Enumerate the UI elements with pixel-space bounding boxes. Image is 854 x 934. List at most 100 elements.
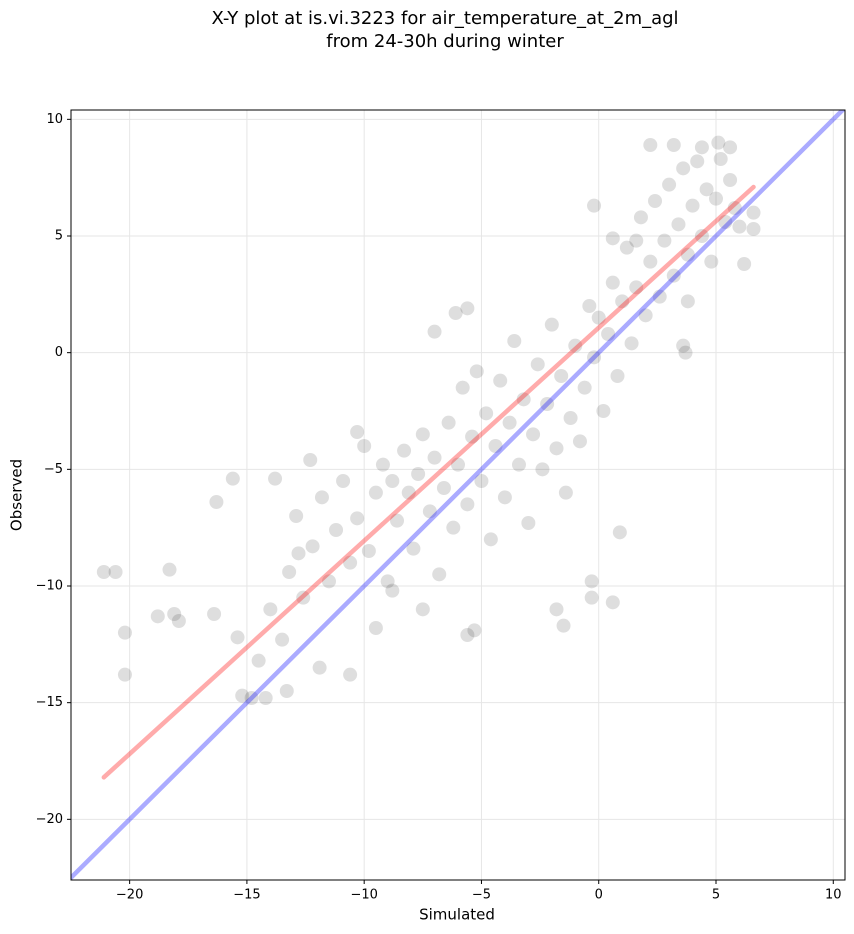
point	[507, 334, 522, 348]
point	[207, 607, 222, 621]
point	[572, 434, 587, 449]
point	[662, 177, 677, 192]
point	[380, 574, 395, 589]
point	[584, 574, 599, 589]
point	[441, 415, 456, 430]
point	[385, 583, 400, 598]
point	[289, 509, 304, 523]
x-tick-label: 5	[712, 888, 720, 903]
point	[582, 299, 597, 313]
point	[225, 471, 240, 486]
point	[368, 485, 383, 500]
point	[521, 516, 536, 530]
y-tick-label: 0	[55, 345, 63, 360]
point	[343, 555, 358, 570]
point	[648, 194, 663, 208]
point	[415, 602, 430, 617]
x-tick-label: 0	[595, 888, 603, 903]
point	[671, 217, 686, 232]
point	[303, 453, 318, 467]
point	[556, 618, 571, 633]
point	[502, 415, 517, 430]
point	[652, 289, 667, 304]
point	[493, 373, 508, 388]
point	[699, 182, 714, 197]
point	[690, 154, 705, 169]
point	[605, 231, 620, 246]
point	[516, 392, 531, 407]
point	[483, 532, 498, 547]
point	[544, 317, 559, 332]
point	[162, 562, 177, 577]
point	[474, 474, 489, 488]
point	[282, 565, 297, 579]
point	[406, 541, 421, 556]
y-axis-label: Observed	[8, 459, 26, 531]
grid	[71, 110, 845, 880]
x-tick-label: −20	[116, 888, 143, 903]
point	[488, 439, 503, 453]
point	[526, 427, 541, 442]
y-tick-label: −10	[36, 579, 63, 594]
point	[258, 691, 273, 705]
point	[535, 462, 550, 477]
point	[235, 688, 250, 703]
point	[209, 495, 224, 509]
plot-area	[71, 110, 845, 880]
point	[596, 404, 611, 418]
point	[680, 294, 695, 309]
x-tick-label: −5	[472, 888, 491, 903]
point	[666, 138, 681, 152]
y-tick-label: 10	[46, 112, 63, 127]
point	[343, 667, 358, 682]
point	[336, 474, 351, 488]
point	[465, 429, 480, 444]
chart-title: X-Y plot at is.vi.3223 for air_temperatu…	[211, 8, 678, 29]
point	[549, 602, 564, 617]
point	[314, 490, 329, 505]
point	[401, 485, 416, 500]
point	[411, 467, 426, 481]
fit-line	[101, 184, 756, 780]
x-tick-label: 10	[825, 888, 842, 903]
point	[455, 380, 470, 395]
point	[709, 191, 723, 206]
point	[678, 345, 693, 360]
point	[350, 511, 365, 526]
point	[167, 607, 182, 621]
point	[305, 539, 320, 554]
y-tick-label: −5	[44, 462, 63, 477]
point	[460, 497, 475, 512]
point	[268, 471, 283, 486]
chart-subtitle: from 24-30h during winter	[326, 31, 564, 52]
point	[624, 336, 639, 351]
point	[568, 338, 583, 353]
point	[479, 406, 494, 421]
point	[96, 565, 111, 579]
point	[629, 280, 644, 295]
point	[350, 425, 365, 439]
point	[615, 294, 630, 309]
point	[432, 567, 447, 582]
point	[713, 152, 728, 166]
point	[467, 623, 482, 638]
point	[117, 667, 132, 682]
x-tick-label: −10	[350, 888, 377, 903]
point	[263, 602, 278, 617]
point	[746, 205, 761, 220]
point	[723, 173, 738, 187]
point	[469, 364, 484, 379]
point	[694, 229, 709, 243]
point	[587, 350, 602, 365]
point	[723, 140, 738, 155]
plot-frame	[70, 109, 846, 881]
point	[497, 490, 512, 505]
point	[230, 630, 245, 645]
point	[680, 247, 695, 262]
point	[694, 140, 709, 155]
point	[150, 609, 165, 624]
point	[460, 301, 475, 316]
point	[605, 595, 620, 610]
point	[605, 275, 620, 290]
point	[275, 632, 290, 647]
